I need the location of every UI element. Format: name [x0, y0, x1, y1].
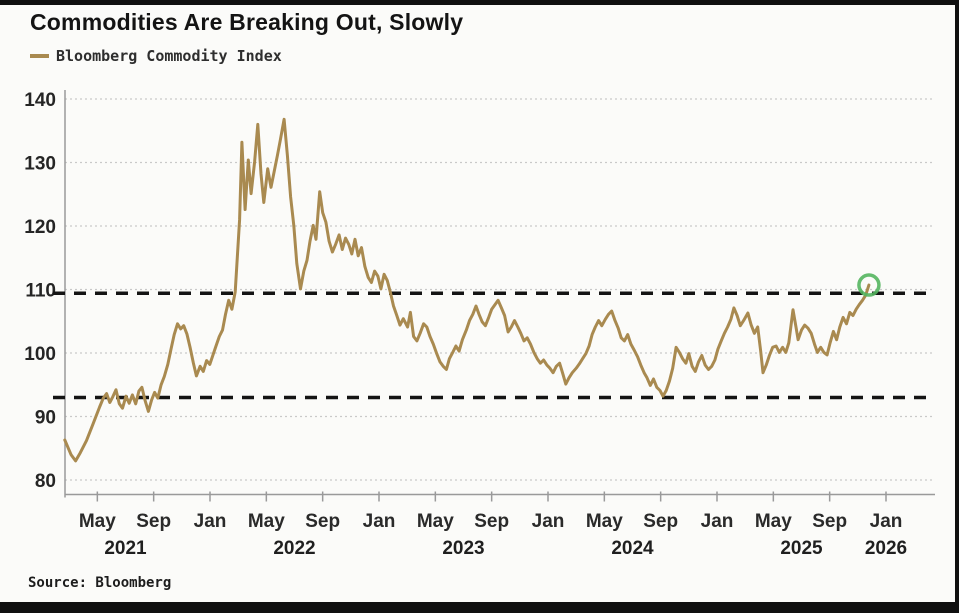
- x-year-label: 2023: [442, 538, 484, 559]
- x-tick-label: Sep: [643, 511, 678, 532]
- x-tick-label: Sep: [474, 511, 509, 532]
- legend-line-swatch: [30, 54, 49, 58]
- top-frame-bar: [0, 0, 959, 5]
- x-tick-label: May: [755, 511, 792, 532]
- x-year-label: 2026: [865, 538, 907, 559]
- x-tick-label: May: [586, 511, 623, 532]
- y-tick-label: 90: [35, 408, 56, 429]
- x-tick-label: Sep: [136, 511, 171, 532]
- chart-title: Commodities Are Breaking Out, Slowly: [30, 9, 464, 35]
- source-note: Source: Bloomberg: [28, 575, 172, 591]
- y-tick-label: 110: [25, 281, 56, 302]
- y-tick-label: 100: [24, 344, 56, 365]
- x-tick-label: May: [417, 511, 454, 532]
- legend-label: Bloomberg Commodity Index: [56, 47, 282, 65]
- x-tick-label: Sep: [305, 511, 340, 532]
- x-year-label: 2021: [104, 538, 147, 559]
- y-tick-label: 130: [24, 154, 56, 175]
- x-tick-label: Jan: [194, 511, 227, 532]
- x-tick-label: Jan: [363, 511, 396, 532]
- x-tick-label: May: [248, 511, 285, 532]
- right-frame-bar: [955, 0, 959, 613]
- legend: Bloomberg Commodity Index: [30, 47, 282, 65]
- x-tick-label: May: [79, 511, 116, 532]
- commodity-index-line: [63, 117, 871, 463]
- y-tick-label: 80: [35, 471, 56, 492]
- x-year-label: 2024: [611, 538, 654, 559]
- bottom-frame-bar: [0, 602, 959, 613]
- x-tick-label: Sep: [812, 511, 847, 532]
- x-year-label: 2022: [273, 538, 315, 559]
- y-tick-label: 120: [24, 217, 56, 238]
- x-year-label: 2025: [780, 538, 823, 559]
- y-tick-label: 140: [24, 90, 56, 111]
- breakout-highlight: [857, 273, 881, 297]
- x-tick-label: Jan: [701, 511, 734, 532]
- x-tick-label: Jan: [870, 511, 903, 532]
- x-tick-label: Jan: [532, 511, 565, 532]
